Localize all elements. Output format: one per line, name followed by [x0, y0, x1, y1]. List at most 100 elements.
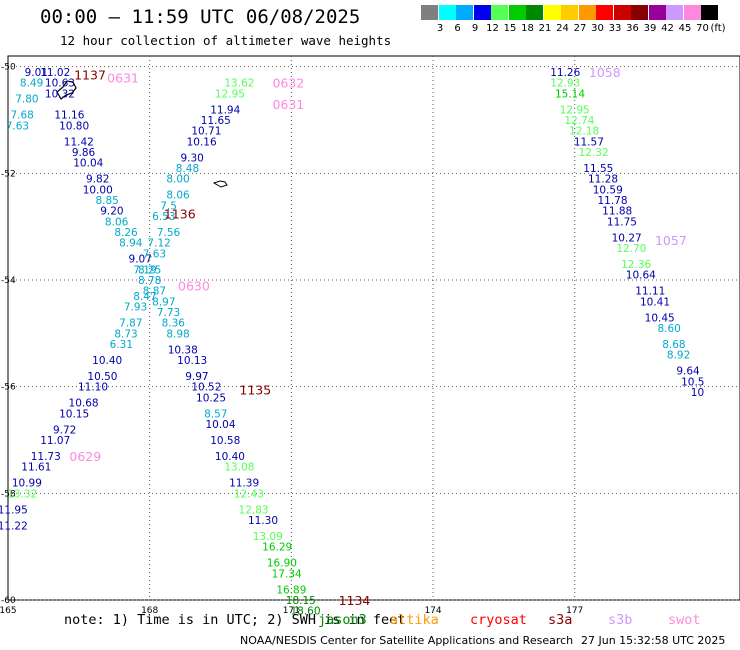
wave-height-point: 10.25 — [196, 392, 226, 404]
wave-height-point: 11.73 — [31, 451, 61, 463]
legend-label: 42 — [661, 23, 674, 34]
wave-height-point: 9.01 — [25, 67, 48, 79]
wave-height-point: 7.63 — [6, 120, 29, 132]
wave-height-point: 11.22 — [0, 520, 28, 532]
wave-height-point: 9.07 — [129, 254, 152, 266]
wave-height-point: 12.95 — [215, 88, 245, 100]
wave-height-point: 11.94 — [210, 104, 240, 116]
satellite-swot: swot — [668, 612, 701, 628]
wave-height-point: 7.12 — [147, 238, 170, 250]
wave-height-point: 8.49 — [20, 78, 43, 90]
track-time-label: 0631 — [107, 70, 139, 85]
legend-swatch — [578, 5, 596, 20]
legend-swatch — [701, 5, 718, 20]
wave-height-point: 11.57 — [574, 136, 604, 148]
wave-height-point: 6.31 — [110, 339, 133, 351]
wave-height-point: 12.93 — [550, 78, 580, 90]
wave-height-point: 10.50 — [87, 371, 117, 383]
track-time-label: 1135 — [239, 382, 271, 397]
wave-height-point: 10.40 — [215, 451, 245, 463]
legend-swatch — [491, 5, 508, 20]
wave-height-point: 11.30 — [248, 515, 278, 527]
wave-height-point: 8.60 — [657, 323, 680, 335]
legend-label: 18 — [521, 23, 534, 34]
wave-height-point: 12.95 — [560, 104, 590, 116]
wave-height-point: 10.32 — [45, 88, 75, 100]
lat-tick-label: -56 — [1, 383, 16, 393]
generation-timestamp: 27 Jun 15:32:58 UTC 2025 — [581, 634, 726, 647]
wave-height-point: 10.45 — [645, 312, 675, 324]
wave-height-point: 8.47 — [133, 291, 156, 303]
wave-height-point: 16.90 — [267, 558, 297, 570]
lat-tick-label: -52 — [1, 169, 16, 179]
wave-height-point: 8.94 — [119, 238, 143, 250]
lat-tick-label: -60 — [1, 596, 16, 606]
track-time-label: 1134 — [339, 593, 371, 608]
wave-height-point: 8.57 — [204, 408, 227, 420]
wave-height-point: 10.59 — [593, 184, 623, 196]
wave-height-point: 11.28 — [588, 174, 618, 186]
lat-tick-label: -54 — [1, 276, 16, 286]
legend-label: 70 — [696, 23, 709, 34]
lat-tick-label: -50 — [1, 63, 16, 73]
legend-swatch — [438, 5, 456, 20]
lon-tick-label: 177 — [566, 606, 583, 616]
legend-label: 3 — [436, 23, 444, 34]
satellite-jason3: jason3 — [318, 612, 367, 628]
lat-tick-label: -58 — [1, 489, 16, 499]
lon-tick-label: 165 — [0, 606, 17, 616]
wave-height-point: 11.65 — [201, 115, 231, 127]
legend-swatch — [631, 5, 648, 20]
legend-swatch — [526, 5, 543, 20]
track-time-label: 1136 — [164, 206, 196, 221]
wave-height-point: 10.15 — [59, 408, 89, 420]
wave-height-point: 7.87 — [119, 318, 142, 330]
map-subtitle: 12 hour collection of altimeter wave hei… — [60, 33, 392, 48]
wave-height-point: 8.92 — [667, 350, 690, 362]
wave-height-point: 16.29 — [262, 542, 292, 554]
wave-height-point: 10.80 — [59, 120, 89, 132]
legend-swatch — [473, 5, 491, 20]
track-time-label: 0631 — [272, 97, 304, 112]
wave-height-point: 7.63 — [143, 248, 166, 260]
wave-height-point: 10.64 — [626, 270, 656, 282]
legend-swatch — [543, 5, 561, 20]
lon-tick-label: 171 — [283, 606, 300, 616]
wave-height-point: 13.62 — [224, 78, 254, 90]
wave-height-point: 8.87 — [143, 286, 166, 298]
wave-height-point: 8.68 — [662, 339, 685, 351]
track-time-label: 0630 — [178, 278, 210, 293]
wave-height-point: 12.32 — [579, 147, 609, 159]
legend-label: 33 — [608, 23, 622, 34]
wave-height-point: 11.75 — [607, 216, 637, 228]
wave-height-point: 12.74 — [564, 115, 594, 127]
wave-height-point: 9.86 — [72, 147, 96, 159]
wave-height-point: 10.04 — [205, 419, 235, 431]
wave-height-point: 11.39 — [229, 478, 259, 490]
legend-swatch — [421, 5, 438, 20]
wave-height-point: 11.88 — [602, 206, 632, 218]
wave-height-point: 12.70 — [616, 243, 646, 255]
wave-height-point: 6.53 — [152, 211, 175, 223]
wave-height-point: 7.73 — [157, 307, 180, 319]
legend-label: 21 — [538, 23, 552, 34]
wave-height-point: 11.42 — [64, 136, 94, 148]
wave-height-point: 11.11 — [635, 286, 665, 298]
wave-height-point: 10.63 — [45, 78, 75, 90]
wave-height-point: 9.30 — [180, 152, 203, 164]
wave-height-point: 11.95 — [0, 504, 28, 516]
wave-height-point: 8.25 — [138, 264, 161, 276]
credit-line: NOAA/NESDIS Center for Satellite Applica… — [240, 634, 574, 647]
satellite-cryosat: cryosat — [470, 612, 527, 628]
lon-tick-label: 174 — [424, 606, 441, 616]
wave-height-point: 9.97 — [185, 371, 208, 383]
legend-label: 45 — [678, 23, 692, 34]
wave-height-point: 10.41 — [640, 296, 670, 308]
wave-height-point: 8.73 — [114, 328, 137, 340]
wave-height-point: 9.72 — [53, 424, 76, 436]
legend-swatch — [683, 5, 701, 20]
wave-height-point: 11.16 — [54, 110, 84, 122]
wave-height-point: 12.36 — [621, 259, 651, 271]
legend-label: 24 — [556, 23, 569, 34]
